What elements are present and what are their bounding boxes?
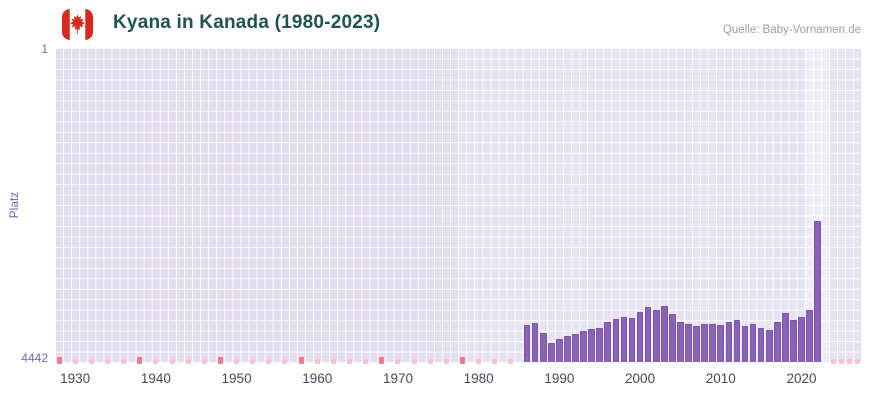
x-tick-label: 1970 <box>382 371 413 386</box>
no-rank-marker <box>88 359 94 364</box>
rank-bar-2002[interactable] <box>652 309 660 362</box>
plot-area[interactable] <box>55 48 862 364</box>
x-tick-label: 2010 <box>705 371 736 386</box>
no-rank-marker <box>266 359 272 364</box>
source-attribution[interactable]: Quelle: Baby-Vornamen.de <box>722 24 861 36</box>
no-rank-marker <box>347 359 353 364</box>
x-tick-label: 2020 <box>786 371 817 386</box>
no-rank-marker <box>476 359 482 364</box>
no-rank-marker <box>363 359 369 364</box>
x-tick-label: 1950 <box>221 371 252 386</box>
no-rank-marker <box>201 359 207 364</box>
no-rank-marker <box>831 359 837 364</box>
no-rank-marker <box>492 359 498 364</box>
rank-bar-1992[interactable] <box>572 333 579 362</box>
rank-bar-2013[interactable] <box>741 325 749 362</box>
no-rank-marker <box>153 359 159 364</box>
no-rank-marker <box>839 359 845 364</box>
no-rank-marker <box>282 359 288 364</box>
no-rank-marker <box>121 359 127 364</box>
rank-bar-1996[interactable] <box>604 321 612 362</box>
canada-flag-icon <box>62 9 93 40</box>
rank-bar-2019[interactable] <box>790 320 797 362</box>
rank-bar-1998[interactable] <box>620 316 628 362</box>
no-rank-marker <box>855 359 861 364</box>
no-rank-marker <box>298 357 304 364</box>
rank-bar-1991[interactable] <box>564 336 571 362</box>
no-rank-marker <box>104 359 110 364</box>
rank-bar-2021[interactable] <box>806 309 813 362</box>
no-rank-marker <box>460 357 466 364</box>
rank-bar-1999[interactable] <box>628 318 636 362</box>
no-rank-marker <box>137 357 143 364</box>
rank-bar-2010[interactable] <box>717 325 725 362</box>
rank-bar-2009[interactable] <box>709 324 717 362</box>
y-axis-title: Platz <box>7 191 21 219</box>
x-tick-label: 2000 <box>625 371 656 386</box>
no-rank-marker <box>217 357 223 364</box>
x-axis: 1930 1940 1950 1960 1970 1980 1990 2000 2010 2020 <box>0 371 873 393</box>
no-rank-marker <box>379 357 385 364</box>
rank-bar-2016[interactable] <box>765 330 773 362</box>
no-rank-marker <box>185 359 191 364</box>
no-rank-marker <box>169 359 175 364</box>
no-rank-marker <box>427 359 433 364</box>
no-rank-marker <box>847 359 853 364</box>
no-rank-marker <box>330 359 336 364</box>
x-tick-label: 1960 <box>302 371 333 386</box>
rank-bar-1986[interactable] <box>523 325 531 362</box>
rank-bar-2022[interactable] <box>814 221 821 362</box>
x-tick-label: 1980 <box>463 371 494 386</box>
x-tick-label: 1930 <box>60 371 91 386</box>
rank-bar-1993[interactable] <box>580 331 587 362</box>
rank-bar-2001[interactable] <box>644 306 652 362</box>
no-rank-marker <box>250 359 256 364</box>
y-axis-min-label: 4442 <box>21 351 48 365</box>
rank-bar-2014[interactable] <box>749 323 757 362</box>
rank-bar-2017[interactable] <box>773 321 781 362</box>
no-rank-marker <box>443 359 449 364</box>
no-rank-marker <box>314 359 320 364</box>
x-tick-label: 1940 <box>140 371 171 386</box>
rank-bar-1990[interactable] <box>556 339 563 362</box>
no-rank-marker <box>411 359 417 364</box>
y-axis-max-label: 1 <box>41 42 48 56</box>
x-tick-label: 1990 <box>544 371 575 386</box>
rank-bar-1987[interactable] <box>531 322 539 362</box>
rank-bar-2000[interactable] <box>636 311 644 362</box>
no-rank-marker <box>56 357 62 364</box>
rank-bar-1989[interactable] <box>547 343 555 362</box>
no-rank-marker <box>395 359 401 364</box>
rank-bar-1995[interactable] <box>596 327 604 362</box>
rank-bar-2018[interactable] <box>782 313 789 362</box>
rank-bar-2011[interactable] <box>725 321 733 362</box>
rank-bar-2012[interactable] <box>733 319 741 362</box>
rank-bar-2020[interactable] <box>798 316 805 362</box>
no-rank-marker <box>234 359 240 364</box>
gridlines <box>55 48 862 362</box>
rank-bar-2008[interactable] <box>701 323 708 362</box>
rank-bar-1988[interactable] <box>539 332 547 362</box>
chart-title: Kyana in Kanada (1980-2023) <box>113 12 381 33</box>
rank-bar-1997[interactable] <box>612 319 620 362</box>
no-rank-marker <box>508 359 514 364</box>
rank-bar-2005[interactable] <box>677 322 684 362</box>
rank-bar-2006[interactable] <box>685 323 692 362</box>
rank-bar-2015[interactable] <box>757 328 765 362</box>
rank-bar-2003[interactable] <box>660 306 668 362</box>
rank-bar-2007[interactable] <box>693 325 700 362</box>
rank-bar-2004[interactable] <box>669 313 676 362</box>
rank-bar-1994[interactable] <box>588 329 595 362</box>
no-rank-marker <box>72 359 78 364</box>
